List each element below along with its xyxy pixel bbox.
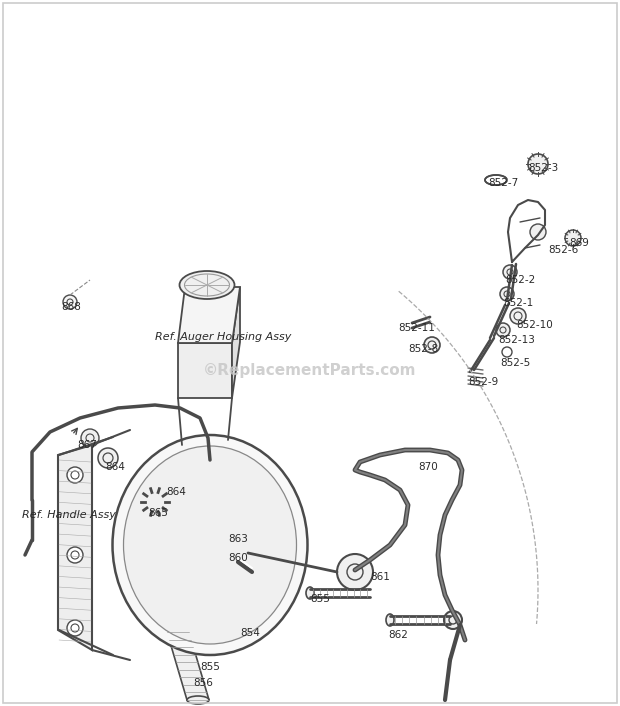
- Circle shape: [510, 308, 526, 324]
- Text: 852-3: 852-3: [528, 163, 558, 173]
- Ellipse shape: [167, 628, 189, 636]
- Circle shape: [173, 616, 189, 632]
- Text: 863: 863: [228, 534, 248, 544]
- Text: 852-10: 852-10: [516, 320, 553, 330]
- Text: 862: 862: [388, 630, 408, 640]
- Circle shape: [424, 337, 440, 353]
- Polygon shape: [178, 343, 232, 398]
- Ellipse shape: [123, 446, 296, 644]
- Text: 852-8: 852-8: [408, 344, 438, 354]
- Text: 852-11: 852-11: [398, 323, 435, 333]
- Ellipse shape: [306, 587, 314, 599]
- Text: 868: 868: [61, 302, 81, 312]
- Circle shape: [155, 474, 175, 494]
- Circle shape: [142, 489, 168, 515]
- Ellipse shape: [175, 628, 187, 633]
- Polygon shape: [167, 632, 209, 700]
- Circle shape: [337, 554, 373, 590]
- Circle shape: [228, 543, 248, 563]
- Circle shape: [67, 467, 83, 483]
- Polygon shape: [232, 287, 240, 398]
- Text: 864: 864: [105, 462, 125, 472]
- Circle shape: [81, 429, 99, 447]
- Ellipse shape: [187, 696, 209, 704]
- Circle shape: [67, 547, 83, 563]
- Circle shape: [530, 224, 546, 240]
- Text: 869: 869: [569, 238, 589, 248]
- Circle shape: [503, 265, 517, 279]
- Polygon shape: [58, 445, 92, 650]
- Circle shape: [500, 287, 514, 301]
- Text: 861: 861: [370, 572, 390, 582]
- Circle shape: [98, 448, 118, 468]
- Text: 852-13: 852-13: [498, 335, 535, 345]
- Text: 867: 867: [77, 440, 97, 450]
- Text: 865: 865: [148, 508, 168, 518]
- Text: 864: 864: [166, 487, 186, 497]
- Text: 852-1: 852-1: [503, 298, 533, 308]
- Text: Ref. Handle Assy: Ref. Handle Assy: [22, 510, 116, 520]
- Text: 852-6: 852-6: [548, 245, 578, 255]
- Text: 856: 856: [193, 678, 213, 688]
- Circle shape: [63, 295, 77, 309]
- Ellipse shape: [180, 271, 234, 299]
- Text: 854: 854: [240, 628, 260, 638]
- Text: 855: 855: [310, 594, 330, 604]
- Circle shape: [565, 230, 581, 246]
- Text: 852-2: 852-2: [505, 275, 535, 285]
- Polygon shape: [178, 287, 240, 343]
- Circle shape: [67, 620, 83, 636]
- Circle shape: [528, 154, 548, 174]
- Text: 855: 855: [200, 662, 220, 672]
- Ellipse shape: [386, 614, 394, 626]
- Circle shape: [496, 323, 510, 337]
- Text: 852-9: 852-9: [468, 377, 498, 387]
- Text: 852-5: 852-5: [500, 358, 530, 368]
- Ellipse shape: [112, 435, 308, 655]
- Text: ©ReplacementParts.com: ©ReplacementParts.com: [203, 362, 417, 378]
- Text: Ref. Auger Housing Assy: Ref. Auger Housing Assy: [155, 332, 291, 342]
- Circle shape: [444, 611, 462, 629]
- Text: 860: 860: [228, 553, 248, 563]
- Text: 852-7: 852-7: [488, 178, 518, 188]
- Text: 870: 870: [418, 462, 438, 472]
